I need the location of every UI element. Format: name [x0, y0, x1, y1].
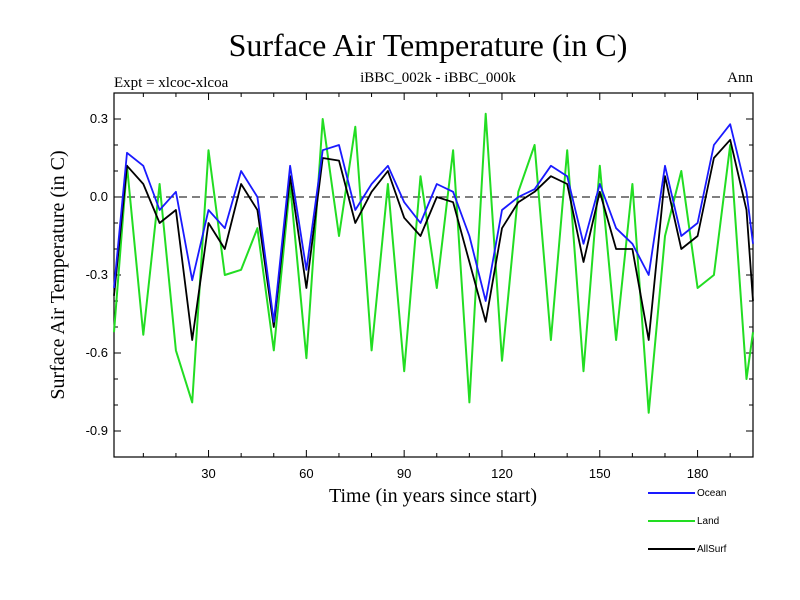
y-tick-label: 0.3 [90, 111, 108, 126]
legend-label-ocean: Ocean [697, 488, 726, 499]
plot-frame [113, 92, 754, 458]
subtitle-center: iBBC_002k - iBBC_000k [360, 70, 516, 86]
y-axis-label: Surface Air Temperature (in C) [47, 150, 69, 399]
y-tick-label: 0.0 [90, 189, 108, 204]
x-tick-label: 30 [201, 466, 215, 481]
subtitle-right: Ann [727, 70, 753, 86]
x-tick-label: 150 [589, 466, 611, 481]
y-tick-label: -0.3 [86, 267, 108, 282]
series-line-allsurf [113, 138, 754, 341]
legend-label-allsurf: AllSurf [697, 544, 727, 555]
x-tick-label: 90 [397, 466, 411, 481]
series-group [113, 112, 754, 414]
axis-ticks: 30 60 90 120 150 180 -0.9 -0.6 -0.3 0.0 0.3 [86, 92, 753, 481]
legend: Ocean Land AllSurf [648, 488, 727, 555]
series-line-land [113, 112, 754, 414]
x-tick-label: 120 [491, 466, 513, 481]
series-line-ocean [113, 123, 754, 323]
y-tick-label: -0.9 [86, 423, 108, 438]
plot-area: 30 60 90 120 150 180 -0.9 -0.6 -0.3 0.0 0.3 [86, 92, 754, 481]
chart-title: Surface Air Temperature (in C) [229, 27, 628, 63]
y-tick-label: -0.6 [86, 345, 108, 360]
subtitle-left: Expt = xlcoc-xlcoa [114, 75, 229, 91]
x-tick-label: 60 [299, 466, 313, 481]
x-tick-label: 180 [687, 466, 709, 481]
legend-label-land: Land [697, 516, 719, 527]
x-axis-label: Time (in years since start) [329, 485, 537, 507]
